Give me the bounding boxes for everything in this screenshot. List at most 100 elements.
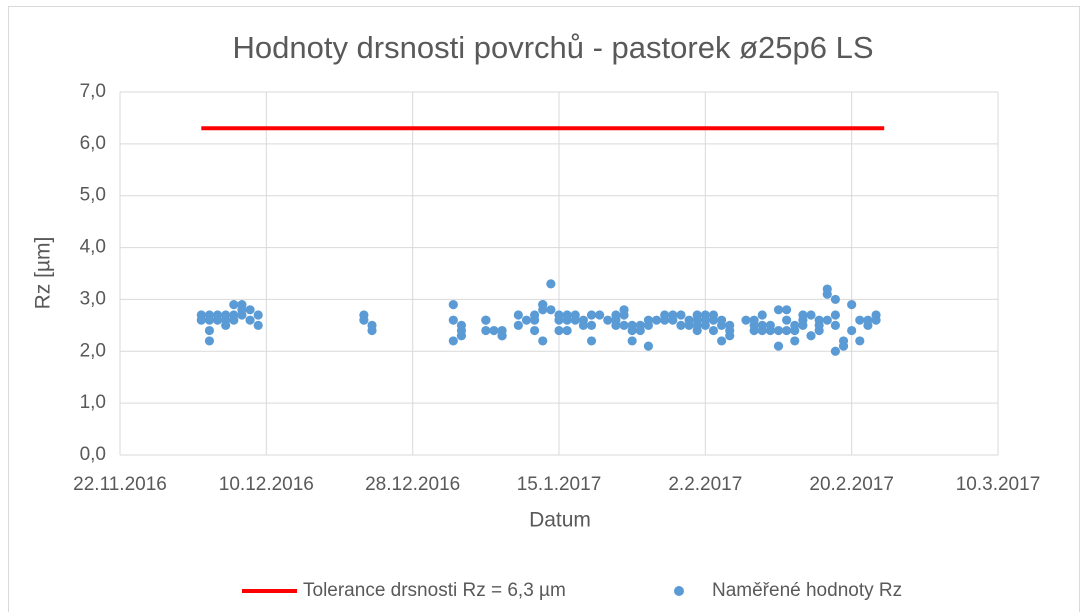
data-point (643, 341, 654, 351)
data-point (830, 294, 841, 305)
data-point (855, 336, 865, 346)
data-point (586, 310, 597, 320)
x-tick-label: 2.2.2017 (668, 474, 742, 495)
data-point (700, 310, 710, 320)
legend-swatch (674, 586, 684, 596)
data-point (716, 315, 727, 325)
data-point (790, 336, 800, 346)
data-point (749, 325, 759, 336)
data-point (448, 315, 458, 325)
data-point (725, 320, 735, 330)
data-point (245, 305, 255, 315)
data-point (773, 341, 784, 351)
data-point (538, 336, 548, 346)
data-point (619, 320, 629, 330)
data-point (708, 315, 719, 325)
data-point (237, 305, 247, 315)
x-tick-label: 15.1.2017 (517, 474, 602, 495)
chart-title: Hodnoty drsnosti povrchů - pastorek ø25p… (232, 30, 873, 65)
data-point (204, 325, 215, 336)
data-point (757, 325, 767, 336)
y-tick-label: 4,0 (80, 237, 106, 258)
data-point (806, 331, 816, 341)
data-point (546, 279, 556, 289)
data-point (700, 320, 710, 330)
data-point (765, 320, 775, 330)
data-point (578, 320, 588, 330)
legend-label: Tolerance drsnosti Rz = 6,3 µm (303, 580, 566, 601)
data-point (806, 310, 816, 320)
data-point (212, 310, 223, 320)
data-point (847, 300, 857, 310)
data-point (196, 310, 206, 320)
data-point (554, 315, 564, 325)
data-point (221, 320, 231, 330)
y-tick-label: 6,0 (80, 133, 106, 154)
data-point (481, 315, 491, 325)
y-tick-label: 5,0 (80, 185, 106, 206)
data-point (595, 310, 605, 320)
data-point (651, 315, 662, 325)
data-point (570, 315, 580, 325)
data-point (359, 310, 369, 320)
data-point (822, 315, 832, 325)
data-point (603, 315, 613, 325)
data-point (782, 325, 792, 336)
data-point (627, 336, 637, 346)
data-point (562, 310, 572, 320)
data-point (773, 305, 784, 315)
data-point (668, 315, 678, 325)
data-point (530, 325, 540, 336)
data-point (741, 315, 751, 325)
y-tick-label: 0,0 (80, 444, 106, 465)
data-point (253, 320, 263, 330)
data-point (855, 315, 865, 325)
data-point (456, 331, 467, 341)
data-point (513, 310, 523, 320)
data-point (448, 336, 458, 346)
data-point (448, 300, 458, 310)
data-point (635, 320, 645, 330)
data-point (838, 341, 849, 351)
data-point (611, 310, 621, 320)
y-tick-label: 3,0 (80, 288, 106, 309)
y-tick-label: 7,0 (80, 81, 106, 102)
data-point (790, 325, 800, 336)
data-point (253, 310, 263, 320)
data-point (708, 325, 719, 336)
data-point (798, 320, 808, 330)
data-point (798, 310, 808, 320)
data-point (716, 336, 727, 346)
x-tick-label: 10.3.2017 (956, 474, 1041, 495)
data-point (757, 310, 767, 320)
data-point (863, 315, 873, 325)
data-point (830, 320, 841, 330)
data-point (204, 336, 215, 346)
data-point (481, 325, 491, 336)
data-point (871, 315, 881, 325)
data-point (782, 315, 792, 325)
data-point (814, 320, 824, 330)
data-point (229, 300, 239, 310)
data-point (830, 310, 841, 320)
data-point (554, 325, 564, 336)
x-axis-title: Datum (529, 509, 591, 532)
x-tick-label: 20.2.2017 (809, 474, 894, 495)
data-point (643, 320, 654, 330)
y-tick-label: 2,0 (80, 340, 106, 361)
data-point (204, 315, 215, 325)
data-point (586, 320, 597, 330)
data-point (497, 331, 507, 341)
data-point (676, 320, 686, 330)
data-point (782, 305, 792, 315)
data-point (538, 305, 548, 315)
data-point (830, 346, 841, 356)
data-point (619, 310, 629, 320)
y-tick-label: 1,0 (80, 392, 106, 413)
data-point (822, 289, 832, 299)
data-point (489, 325, 499, 336)
data-point (513, 320, 523, 330)
y-axis-title: Rz [µm] (32, 237, 55, 310)
data-point (586, 336, 597, 346)
